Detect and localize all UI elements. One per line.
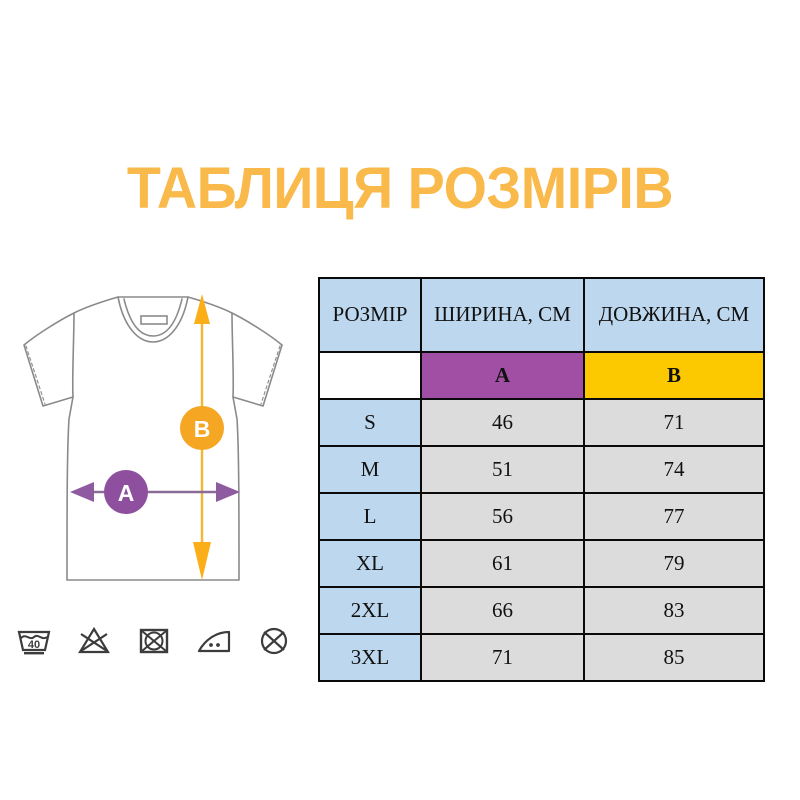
cell-size: XL xyxy=(318,539,422,588)
cell-size: 2XL xyxy=(318,586,422,635)
cell-width: 61 xyxy=(420,539,585,588)
care-symbols-row: 40 xyxy=(14,612,294,668)
svg-text:40: 40 xyxy=(28,639,40,651)
measure-blank-cell xyxy=(318,351,422,400)
wash-40-icon: 40 xyxy=(14,620,54,660)
size-table: РОЗМІР ШИРИНА, СМ ДОВЖИНА, СМ A B S 46 71 M… xyxy=(318,277,765,682)
cell-width: 71 xyxy=(420,633,585,682)
length-badge-circle xyxy=(180,406,224,450)
tshirt-outline xyxy=(23,296,283,581)
measure-letter-b: B xyxy=(583,351,765,400)
width-badge-circle xyxy=(104,470,148,514)
cell-length: 85 xyxy=(583,633,765,682)
cell-width: 46 xyxy=(420,398,585,447)
neck-label-icon xyxy=(140,315,168,325)
size-table-container: РОЗМІР ШИРИНА, СМ ДОВЖИНА, СМ A B S 46 71 M… xyxy=(318,277,765,682)
measure-letter-row: A B xyxy=(318,351,765,400)
header-length: ДОВЖИНА, СМ xyxy=(583,277,765,353)
cell-length: 77 xyxy=(583,492,765,541)
cell-size: L xyxy=(318,492,422,541)
table-row: XL 61 79 xyxy=(318,539,765,588)
table-row: S 46 71 xyxy=(318,398,765,447)
table-header-row: РОЗМІР ШИРИНА, СМ ДОВЖИНА, СМ xyxy=(318,277,765,353)
table-body: A B S 46 71 M 51 74 L 56 77 XL 61 79 2XL 66 83 3XL 71 85 xyxy=(318,351,765,682)
iron-two-dots-icon xyxy=(194,620,234,660)
length-arrow-b: B xyxy=(180,294,224,580)
table-row: L 56 77 xyxy=(318,492,765,541)
table-row: 3XL 71 85 xyxy=(318,633,765,682)
header-size: РОЗМІР xyxy=(318,277,422,353)
cell-size: 3XL xyxy=(318,633,422,682)
cell-width: 51 xyxy=(420,445,585,494)
table-row: 2XL 66 83 xyxy=(318,586,765,635)
cell-width: 66 xyxy=(420,586,585,635)
do-not-dry-clean-icon xyxy=(254,620,294,660)
header-width: ШИРИНА, СМ xyxy=(420,277,585,353)
cell-size: M xyxy=(318,445,422,494)
cell-length: 83 xyxy=(583,586,765,635)
do-not-bleach-icon xyxy=(74,620,114,660)
page-title: ТАБЛИЦЯ РОЗМІРІВ xyxy=(126,156,674,221)
cell-length: 74 xyxy=(583,445,765,494)
cell-length: 79 xyxy=(583,539,765,588)
width-arrow-a: A xyxy=(70,470,240,514)
tshirt-diagram: B A xyxy=(12,280,294,600)
measure-letter-a: A xyxy=(420,351,585,400)
table-row: M 51 74 xyxy=(318,445,765,494)
cell-length: 71 xyxy=(583,398,765,447)
width-badge-label: A xyxy=(118,480,135,506)
do-not-tumble-dry-icon xyxy=(134,620,174,660)
cell-width: 56 xyxy=(420,492,585,541)
cell-size: S xyxy=(318,398,422,447)
length-badge-label: B xyxy=(194,416,211,442)
